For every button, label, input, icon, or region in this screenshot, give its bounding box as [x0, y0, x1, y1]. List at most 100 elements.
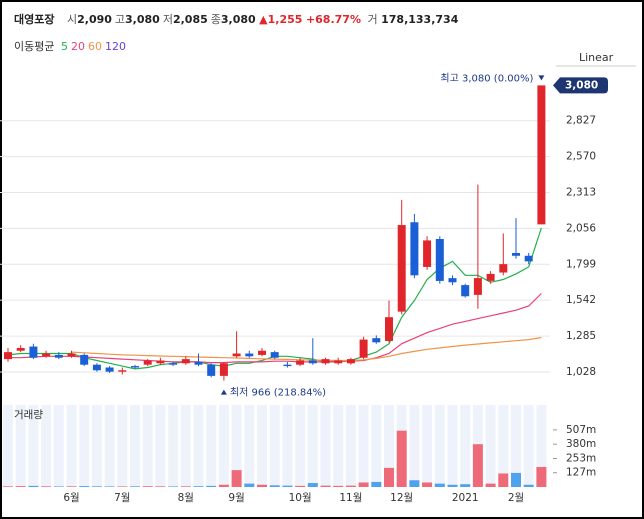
candle-body — [207, 364, 216, 376]
volume-bar — [79, 486, 90, 487]
candle-body — [334, 360, 343, 364]
candle-body — [80, 354, 89, 365]
candle-body — [270, 352, 279, 358]
volume-bar — [142, 486, 153, 487]
candle-body — [397, 225, 406, 312]
volume-bar — [28, 485, 39, 487]
candle-body — [512, 252, 520, 256]
quote-value: 2,085 — [172, 13, 208, 26]
volume-bar — [422, 482, 433, 487]
volume-bar — [66, 486, 77, 487]
x-tick-label: 2021 — [452, 492, 479, 504]
candle-body — [54, 354, 63, 358]
volume-stripe — [434, 405, 445, 487]
ma-title: 이동평균 — [14, 40, 55, 53]
candle-body — [448, 278, 457, 283]
volume-stripe — [295, 405, 306, 487]
volume-bar — [295, 485, 306, 487]
volume-stripe — [104, 405, 115, 487]
scale-toggle[interactable]: Linear — [579, 51, 614, 64]
candle-body — [4, 352, 12, 360]
volume-stripe — [333, 405, 344, 487]
volume-bar — [434, 483, 445, 487]
volume-stripe — [28, 405, 39, 487]
y-tick-label: 1,542 — [566, 294, 596, 306]
volume-stripe — [218, 405, 229, 487]
ma-line — [71, 336, 542, 362]
volume-bar — [193, 486, 204, 487]
y-tick-label: 2,056 — [566, 222, 596, 234]
quote-value: 2,090 — [77, 13, 112, 26]
candle-body — [321, 359, 330, 364]
candle-body — [194, 361, 203, 365]
ma-line — [7, 227, 542, 370]
candle-body — [29, 346, 38, 358]
volume-bar — [447, 484, 458, 487]
volume-bar — [384, 467, 394, 487]
volume-bar — [358, 482, 369, 487]
volume-bar — [53, 486, 64, 487]
volume-stripe — [485, 405, 496, 487]
candle-body — [423, 240, 432, 267]
candle-body — [169, 363, 178, 365]
volume-stripe — [282, 405, 293, 487]
header: 대영포장 시2,090 고3,080 저2,085 종3,080 ▲1,255 +68… — [14, 11, 458, 27]
volume-tick-label: 127m — [566, 467, 596, 479]
volume-tick-label: 507m — [566, 424, 596, 436]
volume-stripe — [345, 405, 356, 487]
ma-legend-item: 20 — [70, 40, 85, 53]
volume-bar — [155, 486, 166, 487]
candle-body — [219, 363, 228, 376]
volume-tick-label: 380m — [566, 438, 596, 450]
quote-label: 시 — [66, 13, 78, 26]
y-tick-label: 2,570 — [566, 151, 596, 163]
volume-bar — [498, 473, 509, 487]
x-tick-label: 11월 — [339, 492, 362, 504]
ma-line — [8, 293, 542, 364]
volume-stripe — [320, 405, 331, 487]
volume-stripe — [193, 405, 204, 487]
high-annotation: 최고 3,080 (0.00%) — [440, 72, 533, 84]
volume-stripe — [180, 405, 191, 487]
ma-legend-item: 5 — [60, 40, 68, 53]
candle-body — [524, 255, 533, 262]
volume-stripe — [130, 405, 140, 487]
change-pct: +68.77% — [305, 13, 361, 26]
quote-value: 3,080 — [220, 13, 256, 26]
candle-body — [156, 360, 165, 364]
volume-stripe — [371, 405, 382, 487]
candle-body — [435, 239, 444, 281]
volume-stripe — [206, 405, 217, 487]
quote-label: 종 — [210, 13, 221, 26]
volume-bar — [485, 483, 496, 487]
volume-stripe — [511, 405, 521, 487]
candle-body — [346, 359, 355, 364]
volume-stripe — [91, 405, 102, 487]
volume-bar — [91, 486, 102, 487]
volume-stripe — [66, 405, 77, 487]
y-tick-label: 1,028 — [566, 366, 596, 378]
volume-bar — [460, 484, 471, 487]
candle-body — [385, 317, 393, 341]
volume-stripe — [117, 405, 128, 487]
candle-body — [67, 353, 76, 357]
candle-body — [308, 360, 317, 364]
candle-body — [359, 339, 368, 358]
volume-bar — [307, 483, 318, 487]
candle-body — [42, 353, 51, 357]
price-badge-label: 3,080 — [565, 79, 598, 91]
candle-body — [245, 353, 254, 357]
quote-items: 시2,090 고3,080 저2,085 종3,080 — [64, 13, 256, 26]
volume-tick-label: 253m — [566, 453, 596, 465]
ma-legend-item: 60 — [87, 40, 102, 53]
volume-stripe — [269, 405, 280, 487]
volume-stripe — [536, 405, 547, 487]
volume-title: 거래량 — [14, 409, 43, 421]
x-tick-label: 9월 — [228, 492, 244, 504]
volume-label: 거 — [367, 13, 378, 26]
y-tick-label: 2,313 — [566, 187, 596, 199]
volume-bar — [15, 486, 26, 487]
volume-bar — [117, 486, 128, 487]
volume-bar — [231, 470, 242, 487]
